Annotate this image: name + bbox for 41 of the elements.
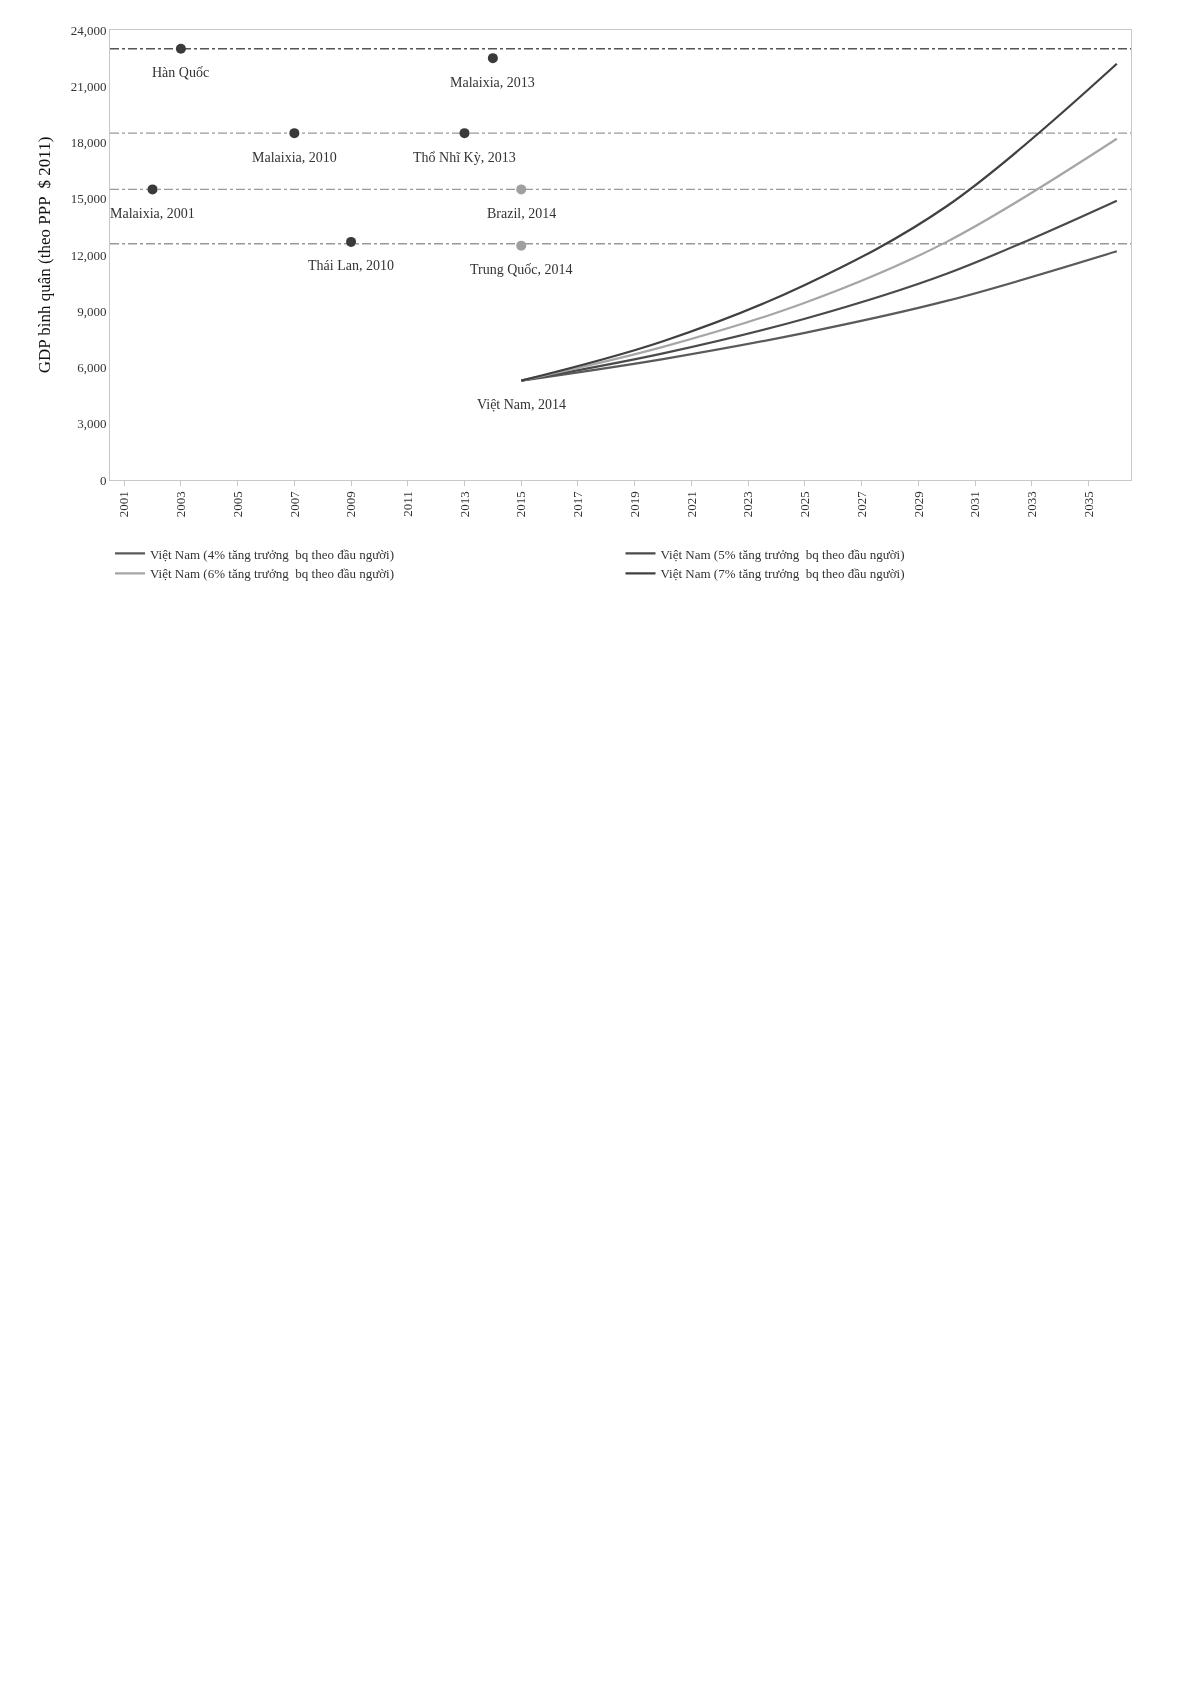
y-tick-label: 6,000 (77, 360, 107, 376)
annotation: Thổ Nhĩ Kỳ, 2013 (413, 150, 516, 165)
legend-label: Việt Nam (4% tăng trưởng bq theo đầu người) (150, 546, 395, 562)
x-tick-label: 2033 (1023, 491, 1039, 518)
y-tick-label: 21,000 (70, 78, 107, 94)
annotation: Malaixia, 2001 (110, 206, 195, 221)
x-tick-label: 2031 (967, 491, 983, 518)
y-tick-label: 0 (99, 472, 107, 488)
y-tick-label: 9,000 (77, 303, 107, 319)
annotation: Brazil, 2014 (487, 206, 557, 221)
x-tick-label: 2017 (570, 490, 586, 518)
x-tick-label: 2007 (286, 490, 302, 518)
annotation: Thái Lan, 2010 (308, 258, 394, 273)
x-tick-label: 2019 (626, 491, 642, 518)
x-tick-label: 2015 (513, 491, 529, 518)
y-tick-label: 3,000 (77, 416, 107, 432)
x-tick-label: 2035 (1080, 491, 1096, 518)
x-tick-label: 2011 (400, 491, 416, 517)
y-tick-label: 12,000 (70, 247, 107, 263)
y-tick-label: 18,000 (70, 135, 107, 151)
y-axis-title: GDP bình quân (theo PPP $ 2011) (35, 136, 55, 374)
x-tick-label: 2029 (910, 491, 926, 518)
x-tick-label: 2005 (229, 491, 245, 518)
x-tick-label: 2027 (853, 490, 869, 518)
legend-label: Việt Nam (6% tăng trưởng bq theo đầu người) (150, 566, 395, 582)
x-tick-label: 2003 (173, 491, 189, 518)
x-tick-label: 2001 (116, 491, 132, 518)
annotation: Trung Quốc, 2014 (470, 262, 573, 277)
annotation: Hàn Quốc (152, 65, 210, 80)
x-tick-label: 2013 (456, 491, 472, 518)
x-tick-label: 2021 (683, 491, 699, 518)
y-tick-label: 24,000 (70, 22, 107, 38)
legend-label: Việt Nam (5% tăng trưởng bq theo đầu người) (660, 546, 905, 562)
annotation: Malaixia, 2013 (450, 75, 535, 90)
annotation: Việt Nam, 2014 (477, 397, 566, 412)
y-tick-label: 15,000 (70, 191, 107, 207)
x-tick-label: 2009 (343, 491, 359, 518)
legend-label: Việt Nam (7% tăng trưởng bq theo đầu người) (660, 566, 905, 582)
annotation: Malaixia, 2010 (252, 150, 337, 165)
x-tick-label: 2025 (797, 491, 813, 518)
x-tick-label: 2023 (740, 491, 756, 518)
